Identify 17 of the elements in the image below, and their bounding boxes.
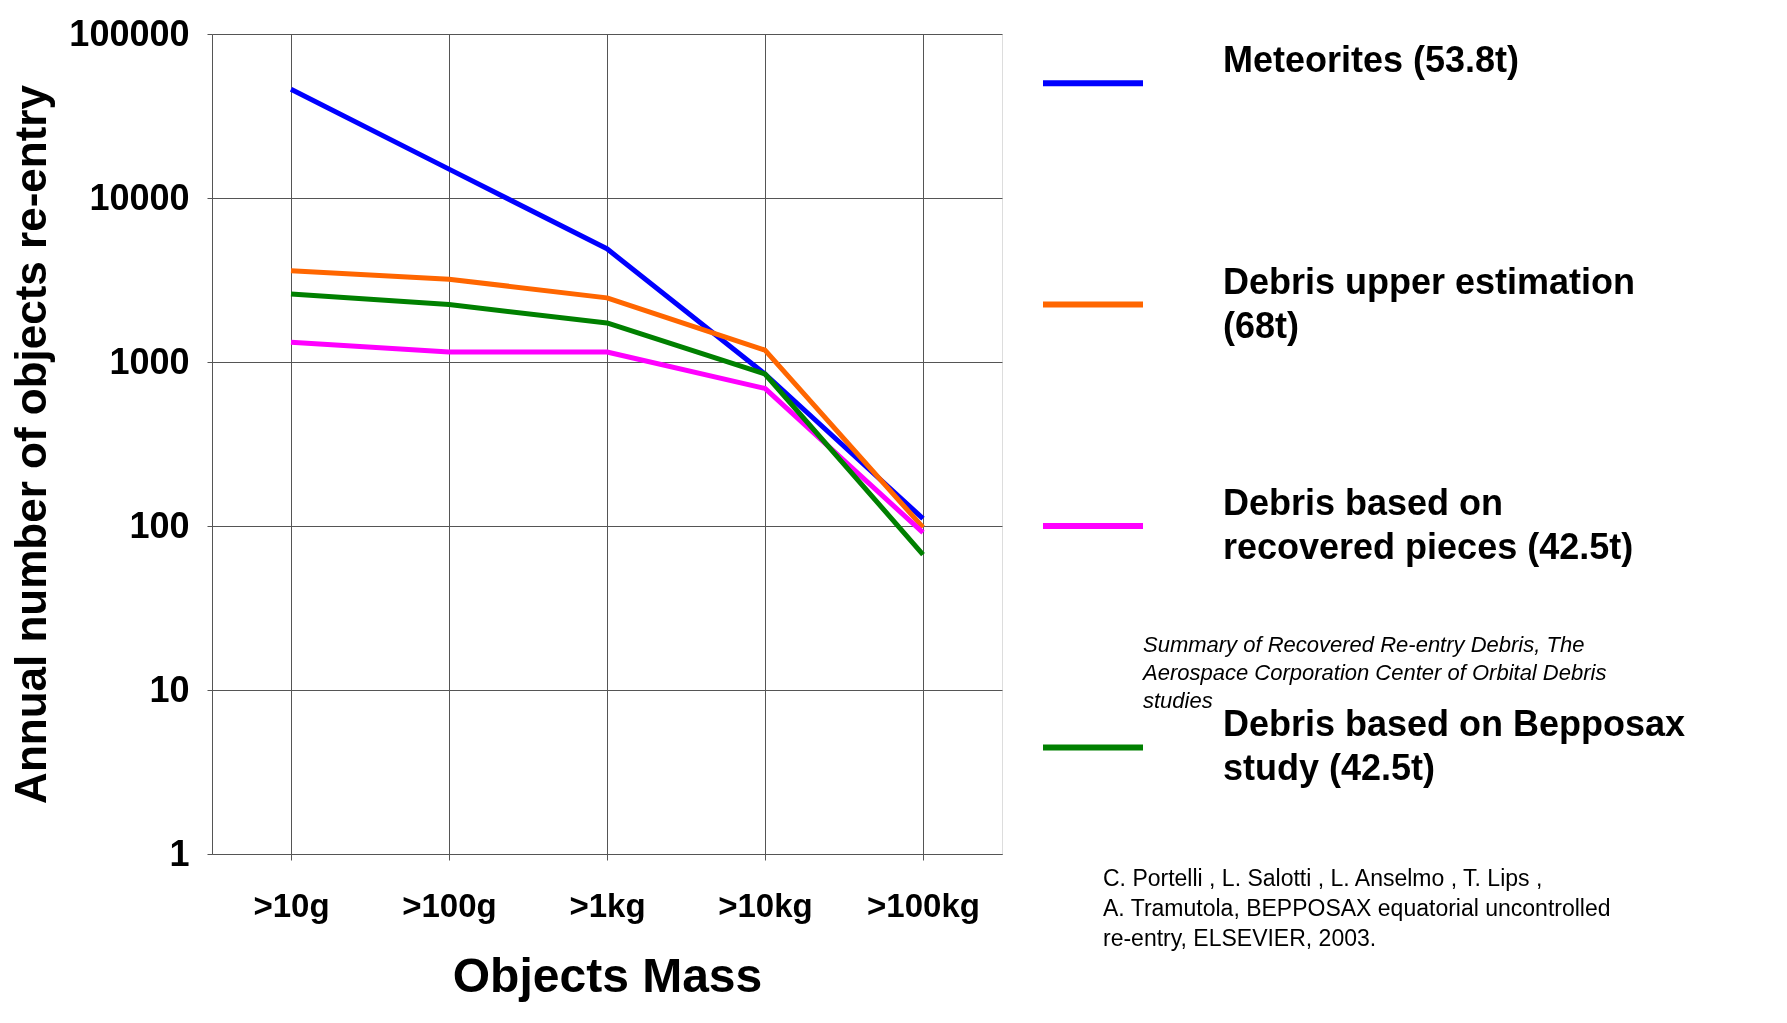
y-tick-label: 10000 bbox=[89, 176, 190, 218]
y-tick-label: 100000 bbox=[69, 12, 190, 54]
x-axis-title: Objects Mass bbox=[452, 948, 763, 1002]
x-tick-label: >10kg bbox=[718, 886, 813, 924]
text: C. Portelli , L. Salotti , L. Anselmo , T. Lips , A. Tramutola, BEPPOSAX equatorial uncontrolled re-entry, ELSEVIER, 2003. bbox=[1103, 864, 1611, 951]
legend-label: Meteorites (53.8t) bbox=[1223, 39, 1520, 81]
y-tick-label: 1 bbox=[169, 832, 190, 874]
legend-label: Debris upper estimation (68t) bbox=[1223, 260, 1636, 346]
x-tick-label: >100kg bbox=[867, 886, 980, 924]
x-tick-label: >10g bbox=[253, 886, 330, 924]
x-tick-label: >1kg bbox=[569, 886, 646, 924]
y-axis-title: Annual number of objects re-entry bbox=[6, 84, 56, 804]
x-tick-label: >100g bbox=[402, 886, 497, 924]
y-tick-label: 100 bbox=[129, 504, 190, 546]
legend-label: Debris based on recovered pieces (42.5t) bbox=[1223, 482, 1634, 567]
y-tick-label: 1000 bbox=[109, 340, 190, 382]
y-tick-label: 10 bbox=[149, 668, 190, 710]
